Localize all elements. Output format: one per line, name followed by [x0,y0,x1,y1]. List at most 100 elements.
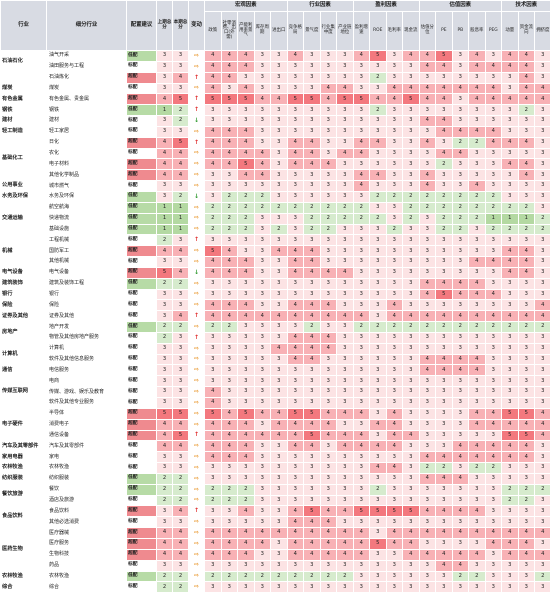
factor-score-cell: 3 [287,387,304,398]
factor-score-cell: 3 [353,83,370,94]
curr-score-cell: 3 [173,51,189,62]
factor-score-cell: 5 [304,94,321,105]
factor-score-cell: 4 [320,517,337,528]
factor-score-cell: 4 [502,51,519,62]
factor-score-cell: 2 [238,213,255,224]
factor-score-cell: 3 [535,148,550,159]
factor-score-cell: 4 [205,398,222,409]
factor-score-cell: 4 [419,94,436,105]
factor-score-cell: 3 [370,181,387,192]
factor-score-cell: 2 [370,105,387,116]
factor-score-cell: 3 [436,300,453,311]
industry-cell: 房地产 [1,322,47,344]
change-cell: ⇨ [189,202,205,213]
factor-score-cell: 3 [469,159,486,170]
factor-score-cell: 4 [452,278,469,289]
factor-score-cell: 3 [287,224,304,235]
factor-score-cell: 4 [419,137,436,148]
factor-score-cell: 3 [502,235,519,246]
factor-score-cell: 3 [419,538,436,549]
factor-score-cell: 3 [436,72,453,83]
factor-score-cell: 4 [485,528,502,539]
factor-score-cell: 3 [287,213,304,224]
factor-score-cell: 3 [403,354,420,365]
curr-score-cell: 4 [173,267,189,278]
factor-score-cell: 3 [518,181,535,192]
industry-cell: 食品饮料 [1,506,47,528]
curr-score-cell: 3 [173,300,189,311]
factor-score-cell: 3 [518,571,535,582]
curr-score-cell: 3 [173,181,189,192]
factor-score-cell: 3 [452,484,469,495]
factor-score-cell: 3 [370,246,387,257]
factor-score-cell: 3 [337,61,354,72]
factor-score-cell: 4 [254,148,271,159]
factor-score-cell: 4 [403,549,420,560]
factor-score-cell: 2 [320,571,337,582]
factor-score-cell: 4 [403,430,420,441]
factor-score-cell: 2 [518,105,535,116]
factor-score-cell: 3 [518,387,535,398]
factor-score-cell: 4 [238,267,255,278]
factor-score-cell: 4 [386,83,403,94]
factor-score-cell: 3 [304,289,321,300]
subindustry-cell: 计算机 [47,343,127,354]
factor-score-cell: 3 [320,387,337,398]
factor-score-cell: 4 [304,148,321,159]
factor-score-cell: 3 [221,181,238,192]
factor-score-cell: 3 [320,170,337,181]
subindustry-cell: 农化 [47,148,127,159]
factor-score-cell: 4 [254,408,271,419]
factor-score-cell: 3 [238,365,255,376]
subheader-factor: 毛利率 [386,12,403,51]
prev-score-cell: 3 [157,560,173,571]
factor-score-cell: 3 [502,571,519,582]
factor-score-cell: 4 [337,267,354,278]
factor-score-cell: 2 [535,213,550,224]
factor-score-cell: 3 [403,332,420,343]
change-cell: ⇨ [189,322,205,333]
factor-score-cell: 4 [419,354,436,365]
factor-score-cell: 3 [238,517,255,528]
factor-score-cell: 4 [205,538,222,549]
right-arrow-icon: ⇨ [194,171,199,178]
factor-score-cell: 3 [254,322,271,333]
factor-score-cell: 4 [469,83,486,94]
factor-score-cell: 2 [469,213,486,224]
factor-score-cell: 4 [436,126,453,137]
factor-score-cell: 4 [287,538,304,549]
factor-score-cell: 4 [221,72,238,83]
factor-score-cell: 1 [518,213,535,224]
factor-score-cell: 3 [485,376,502,387]
factor-score-cell: 3 [320,322,337,333]
factor-score-cell: 2 [205,571,222,582]
factor-score-cell: 3 [370,473,387,484]
header-change: 变动 [189,1,205,51]
factor-score-cell: 3 [452,235,469,246]
prev-score-cell: 4 [157,430,173,441]
factor-score-cell: 3 [287,484,304,495]
recommendation-cell: 低配 [127,191,157,202]
factor-score-cell: 3 [320,116,337,127]
factor-score-cell: 3 [304,452,321,463]
factor-score-cell: 3 [254,289,271,300]
subindustry-cell: 药品 [47,560,127,571]
factor-score-cell: 3 [254,105,271,116]
factor-score-cell: 3 [370,452,387,463]
factor-score-cell: 3 [469,224,486,235]
curr-score-cell: 5 [173,137,189,148]
factor-score-cell: 3 [436,170,453,181]
factor-score-cell: 2 [205,202,222,213]
factor-score-cell: 3 [386,332,403,343]
factor-score-cell: 4 [469,441,486,452]
factor-score-cell: 4 [304,354,321,365]
factor-score-cell: 3 [254,582,271,593]
prev-score-cell: 3 [157,72,173,83]
factor-score-cell: 2 [304,202,321,213]
factor-score-cell: 4 [535,549,550,560]
